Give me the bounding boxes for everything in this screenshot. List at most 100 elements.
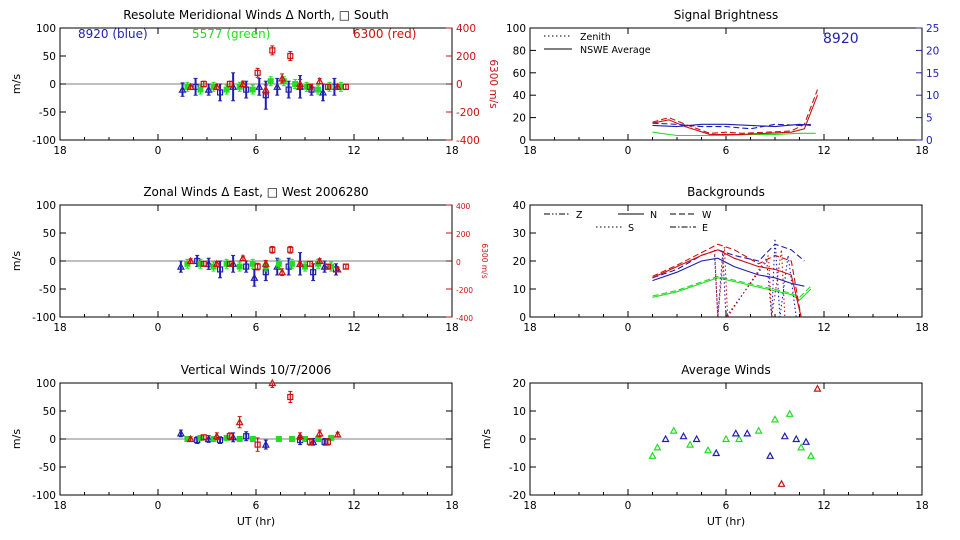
x-tick-label: 12 (817, 500, 830, 512)
x-tick-label: 6 (253, 322, 260, 334)
data-point (204, 434, 213, 443)
data-point (178, 85, 187, 93)
y-right-tick-label: 5 (926, 113, 933, 125)
series-line (652, 243, 805, 279)
data-point (766, 451, 775, 459)
signal-series-red (652, 89, 819, 134)
data-point (254, 69, 261, 76)
series-line (652, 257, 805, 287)
data-point (326, 83, 333, 90)
data-point (315, 256, 324, 265)
average-series-green (648, 409, 815, 459)
y-tick-label: 60 (513, 68, 526, 80)
data-point (273, 82, 282, 90)
x-tick-label: 18 (523, 322, 536, 334)
data-point (333, 265, 342, 273)
data-point (212, 431, 221, 440)
backgrounds-series-red (652, 249, 802, 318)
x-tick-label: 18 (523, 145, 536, 157)
meridional-series-red (186, 45, 349, 95)
legend-label: S (628, 223, 634, 234)
vertical-series-red (186, 378, 342, 452)
series-line (652, 249, 802, 318)
x-tick-label: 6 (723, 322, 730, 334)
chart-title: Backgrounds (687, 185, 765, 199)
x-tick-label: 6 (723, 145, 730, 157)
series-line (652, 275, 812, 299)
data-point (184, 436, 191, 442)
data-point (324, 263, 331, 270)
y-tick-label: 50 (43, 406, 56, 418)
data-point (204, 85, 213, 93)
data-point (686, 440, 695, 448)
y-right-tick-label: 400 (456, 202, 471, 211)
data-point (692, 434, 701, 443)
y-tick-label: 40 (513, 200, 526, 212)
series-line (652, 243, 802, 318)
data-point (754, 426, 763, 434)
data-point (296, 431, 305, 440)
data-point (315, 76, 324, 85)
x-tick-label: 18 (915, 500, 928, 512)
data-point (342, 83, 349, 90)
y-tick-label: -100 (32, 312, 56, 324)
series-line (652, 89, 819, 134)
series-line (652, 123, 811, 128)
y-tick-label: 0 (49, 256, 56, 268)
annotation: 8920 (blue) (78, 27, 148, 41)
data-point (223, 86, 230, 93)
legend-label: N (650, 210, 657, 221)
data-point (721, 434, 731, 443)
x-tick-label: 0 (625, 500, 632, 512)
plot-frame (529, 204, 923, 318)
data-point (287, 52, 294, 60)
x-tick-label: 18 (915, 322, 928, 334)
x-tick-label: 18 (915, 145, 928, 157)
x-tick-label: 0 (625, 145, 632, 157)
data-point (743, 429, 752, 437)
y-tick-label: 0 (519, 434, 526, 446)
y-right-tick-label: -200 (456, 107, 480, 119)
y-tick-label: 50 (43, 228, 56, 240)
chart-title: Signal Brightness (674, 8, 779, 22)
data-point (216, 437, 224, 444)
data-point (223, 434, 230, 441)
data-point (261, 440, 270, 448)
data-point (197, 434, 204, 441)
x-tick-label: 18 (53, 145, 66, 157)
data-point (261, 85, 270, 93)
data-point (797, 443, 806, 451)
backgrounds-series-blue (652, 257, 805, 287)
data-point (328, 434, 335, 441)
y-right-tick-label: 400 (456, 23, 476, 35)
data-point (324, 438, 331, 445)
y-right-tick-label: 25 (926, 23, 939, 35)
y-right-tick-label: 200 (456, 51, 476, 63)
vertical-chart: Vertical Winds 10/7/2006 18 0 6 12 18 100 50 0 -5… (10, 363, 459, 528)
data-point (250, 273, 259, 281)
data-point (278, 74, 287, 82)
data-point (287, 246, 294, 253)
data-point (288, 260, 295, 267)
data-point (184, 83, 191, 90)
data-point (302, 436, 308, 442)
chart-title: Zonal Winds Δ East, □ West 2006280 (143, 185, 368, 199)
y-right-tick-label: -400 (456, 314, 473, 323)
y-right-tick-label: 10 (926, 90, 939, 102)
y-tick-label: 10 (513, 406, 526, 418)
data-point (200, 434, 207, 441)
data-point (226, 433, 233, 440)
data-point (785, 409, 794, 417)
data-point (226, 260, 233, 267)
y-right-tick-label: 0 (456, 258, 461, 267)
series-line (652, 95, 819, 135)
y-right-tick-label: -200 (456, 286, 473, 295)
data-point (238, 79, 247, 88)
series-line (652, 122, 811, 130)
data-point (315, 436, 322, 442)
data-point (302, 263, 308, 270)
data-point (288, 436, 295, 442)
y-right-tick-label: 20 (926, 45, 939, 57)
